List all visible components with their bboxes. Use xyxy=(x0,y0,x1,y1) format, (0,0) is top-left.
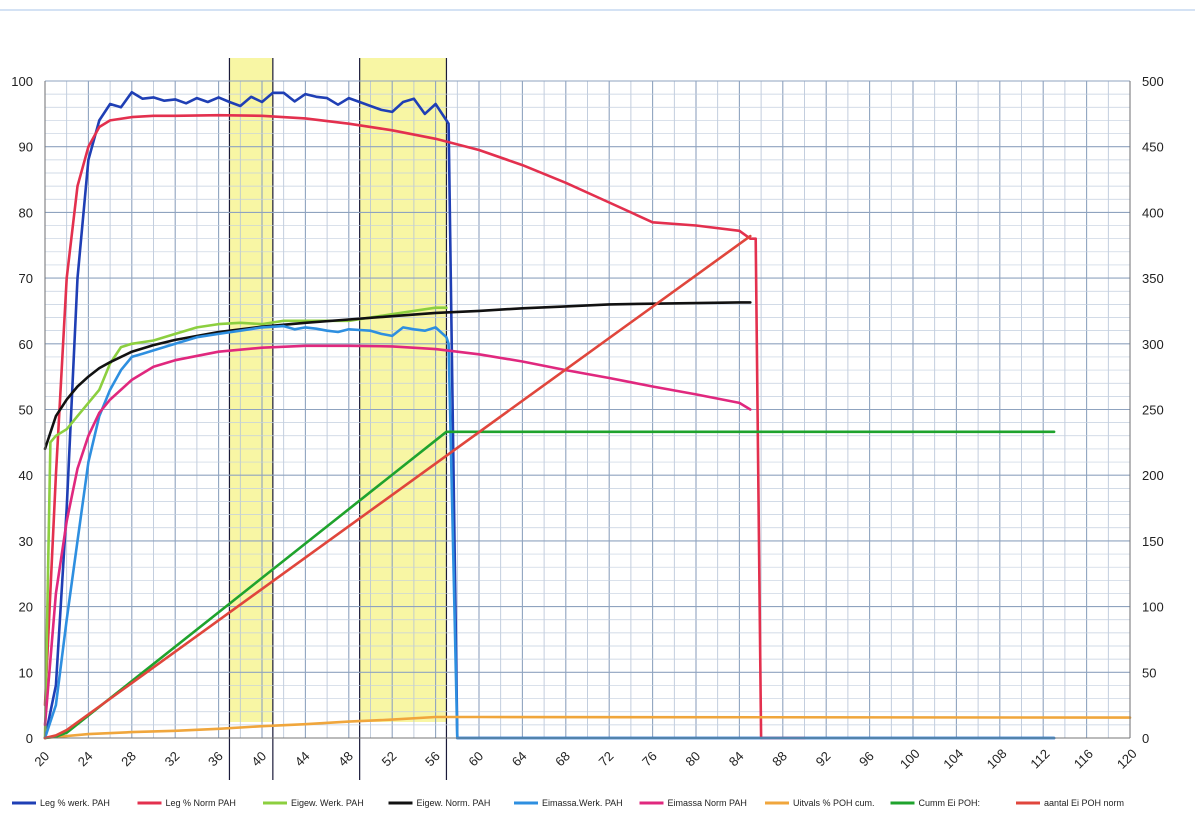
y-tick-label: 10 xyxy=(19,665,33,680)
x-tick-label: 68 xyxy=(552,748,573,769)
x-tick-label: 84 xyxy=(726,748,747,769)
legend-label: Uitvals % POH cum. xyxy=(793,798,875,808)
series-line-eigew-norm-pah xyxy=(43,301,752,451)
legend-label: Leg % werk. PAH xyxy=(40,798,110,808)
series-line-leg-werk-pah xyxy=(43,90,1056,740)
y-tick-label: 80 xyxy=(19,205,33,220)
y2-tick-label: 50 xyxy=(1142,665,1156,680)
y-tick-label: 70 xyxy=(19,271,33,286)
series-line-eimassa-norm-pah xyxy=(43,344,752,727)
x-tick-label: 24 xyxy=(75,748,96,769)
x-tick-label: 92 xyxy=(813,748,834,769)
x-tick-label: 120 xyxy=(1114,746,1140,772)
y-tick-label: 60 xyxy=(19,337,33,352)
series-line-uitvals-poh-cum xyxy=(43,715,1132,740)
y2-tick-label: 350 xyxy=(1142,271,1164,286)
legend-label: Eigew. Norm. PAH xyxy=(417,798,491,808)
series-lines xyxy=(43,90,1132,740)
x-tick-label: 40 xyxy=(248,748,269,769)
y2-tick-label: 150 xyxy=(1142,534,1164,549)
legend-label: Eimassa.Werk. PAH xyxy=(542,798,623,808)
y2-tick-label: 100 xyxy=(1142,600,1164,615)
series-line-leg-norm-pah xyxy=(43,113,806,740)
y-tick-label: 0 xyxy=(26,731,33,746)
series-line-eimassa-werk-pah xyxy=(43,324,1056,740)
x-tick-label: 76 xyxy=(639,748,660,769)
y2-tick-label: 500 xyxy=(1142,74,1164,89)
highlight-band-1 xyxy=(229,58,273,722)
x-tick-label: 20 xyxy=(31,748,52,769)
y-tick-label: 40 xyxy=(19,468,33,483)
y-tick-label: 100 xyxy=(11,74,33,89)
y-tick-label: 50 xyxy=(19,403,33,418)
legend-label: Leg % Norm PAH xyxy=(166,798,236,808)
x-tick-label: 108 xyxy=(984,746,1010,772)
y2-tick-label: 400 xyxy=(1142,205,1164,220)
y2-tick-label: 200 xyxy=(1142,468,1164,483)
series-line-aantal-ei-poh-norm xyxy=(43,234,752,740)
y2-tick-label: 450 xyxy=(1142,140,1164,155)
x-tick-label: 112 xyxy=(1027,746,1052,771)
x-tick-label: 88 xyxy=(769,748,790,769)
y2-tick-label: 250 xyxy=(1142,403,1164,418)
legend-label: Cumm Ei POH: xyxy=(919,798,981,808)
x-tick-label: 96 xyxy=(856,748,877,769)
x-tick-label: 32 xyxy=(162,748,183,769)
series-line-cumm-ei-poh xyxy=(43,430,1056,740)
x-tick-label: 100 xyxy=(897,746,923,772)
x-tick-label: 56 xyxy=(422,748,443,769)
y-tick-label: 30 xyxy=(19,534,33,549)
x-tick-label: 64 xyxy=(509,748,530,769)
legend: Leg % werk. PAH Leg % Norm PAH Eigew. Werk… xyxy=(12,798,1124,808)
y-tick-label: 90 xyxy=(19,140,33,155)
legend-label: Eigew. Werk. PAH xyxy=(291,798,364,808)
x-tick-label: 104 xyxy=(940,746,966,772)
x-tick-label: 80 xyxy=(682,748,703,769)
legend-label: aantal Ei POH norm xyxy=(1044,798,1124,808)
y-tick-label: 20 xyxy=(19,600,33,615)
x-tick-label: 72 xyxy=(596,748,617,769)
x-tick-label: 48 xyxy=(335,748,356,769)
legend-label: Eimassa Norm PAH xyxy=(668,798,747,808)
y2-tick-label: 300 xyxy=(1142,337,1164,352)
x-tick-label: 116 xyxy=(1071,746,1096,771)
highlight-band-2 xyxy=(359,58,447,722)
x-tick-label: 60 xyxy=(465,748,486,769)
x-tick-label: 28 xyxy=(118,748,139,769)
y2-tick-label: 0 xyxy=(1142,731,1149,746)
x-tick-label: 52 xyxy=(379,748,400,769)
highlight-bands xyxy=(228,58,448,780)
gridlines xyxy=(44,80,1131,739)
x-tick-label: 36 xyxy=(205,748,226,769)
x-tick-label: 44 xyxy=(292,748,313,769)
